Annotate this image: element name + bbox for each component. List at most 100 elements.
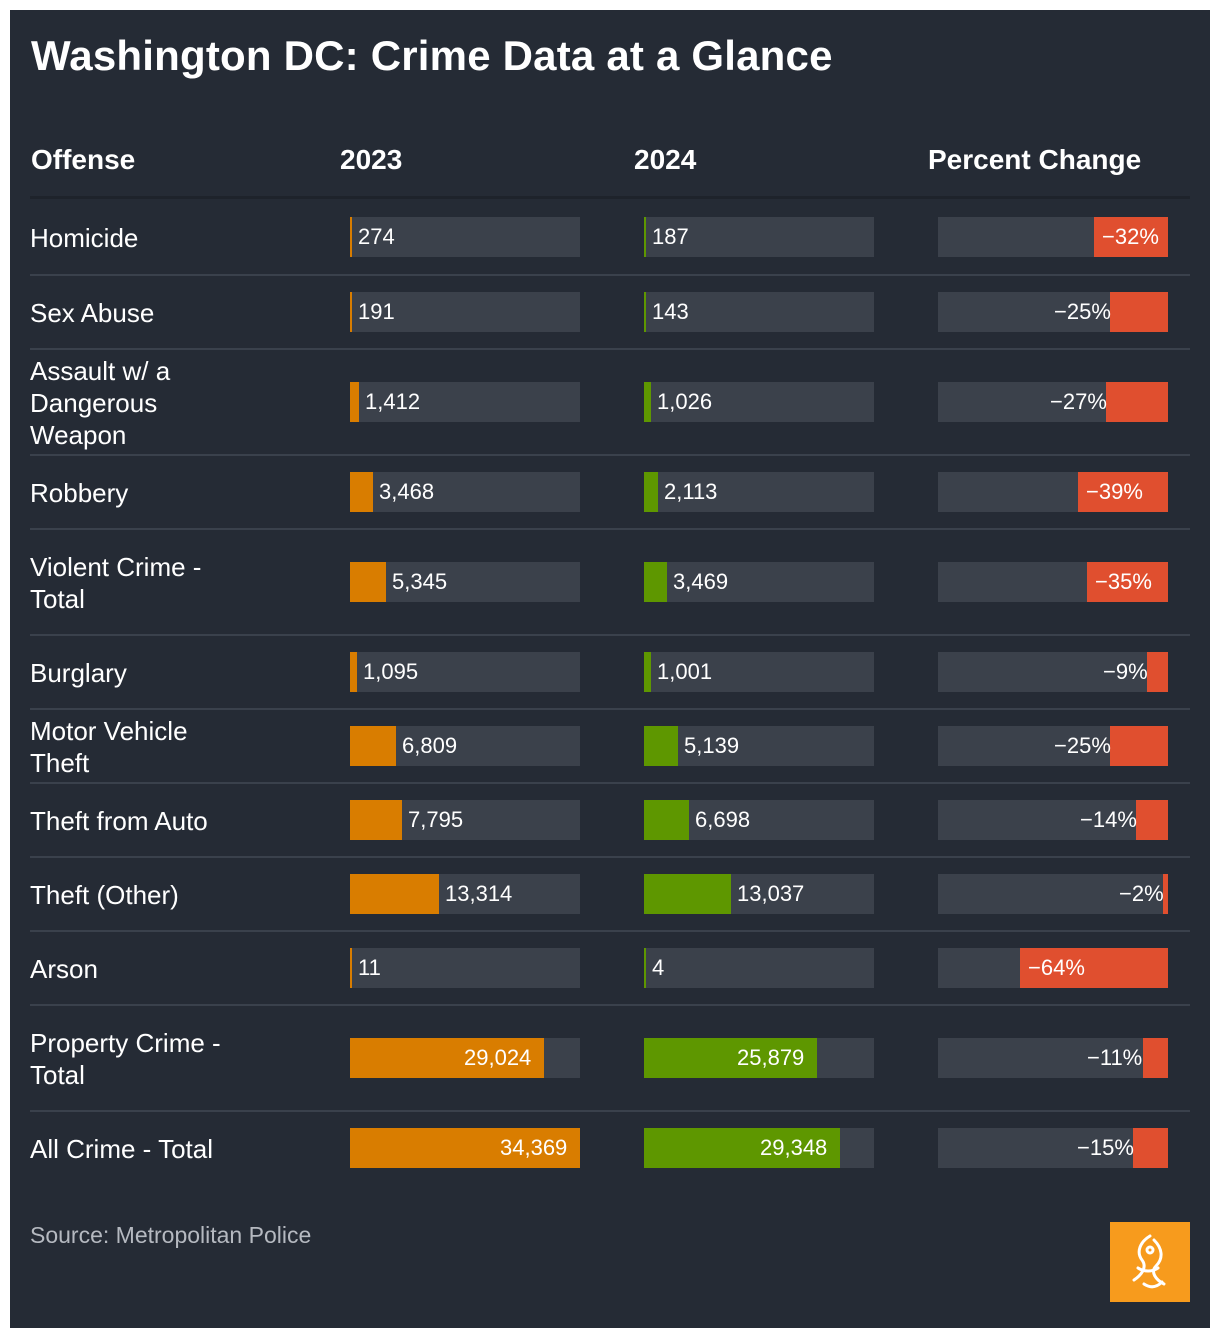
table-row: All Crime - Total 34,369 29,348 −15% xyxy=(30,1112,1190,1186)
bar-2023 xyxy=(350,382,359,422)
bar-track-2024: 143 xyxy=(644,292,874,332)
bar-track-2024: 5,139 xyxy=(644,726,874,766)
row-divider xyxy=(30,1004,1190,1006)
bar-label-2024: 187 xyxy=(652,224,689,249)
bar-2024 xyxy=(644,217,646,257)
offense-label: Motor Vehicle Theft xyxy=(30,716,188,778)
table-row: Violent Crime - Total 5,345 3,469 −35% xyxy=(30,530,1190,636)
offense-label: Arson xyxy=(30,954,98,984)
percent-bar xyxy=(1133,1128,1168,1168)
bar-2024 xyxy=(644,1038,817,1078)
percent-track: −27% xyxy=(938,382,1168,422)
bar-track-2023: 1,412 xyxy=(350,382,580,422)
offense-cell: Violent Crime - Total xyxy=(30,530,330,636)
percent-bar xyxy=(1136,800,1168,840)
bar-label-2024: 1,026 xyxy=(657,389,713,414)
row-divider xyxy=(30,708,1190,710)
offense-label: All Crime - Total xyxy=(30,1134,214,1164)
bar-2024 xyxy=(644,652,651,692)
bar-track-2024: 1,001 xyxy=(644,652,874,692)
bar-label-2024: 13,037 xyxy=(737,881,805,906)
percent-track: −11% xyxy=(938,1038,1168,1078)
percent-label: −9% xyxy=(1103,659,1148,684)
percent-bar xyxy=(1106,382,1168,422)
bar-label-2023: 7,795 xyxy=(408,807,464,832)
percent-track: −35% xyxy=(938,562,1168,602)
bar-2024 xyxy=(644,472,658,512)
bar-label-2023: 274 xyxy=(358,224,395,249)
table-row: Motor Vehicle Theft 6,809 5,139 −25% xyxy=(30,710,1190,784)
chart-title: Washington DC: Crime Data at a Glance xyxy=(31,32,833,79)
header-2024: 2024 xyxy=(634,144,697,175)
bar-label-2024: 2,113 xyxy=(664,479,718,504)
offense-cell: Theft (Other) xyxy=(30,858,330,932)
bar-2023 xyxy=(350,1128,580,1168)
bar-label-2024: 3,469 xyxy=(673,569,729,594)
offense-label: Theft from Auto xyxy=(30,806,208,836)
header-divider xyxy=(30,196,1190,199)
row-divider xyxy=(30,1110,1190,1112)
bar-2023 xyxy=(350,948,352,988)
offense-label: Robbery xyxy=(30,478,129,508)
offense-cell: Homicide xyxy=(30,200,330,276)
offense-label: Homicide xyxy=(30,223,139,253)
bar-track-2023: 34,369 xyxy=(350,1128,580,1168)
offense-cell: Arson xyxy=(30,932,330,1006)
table-row: Theft (Other) 13,314 13,037 −2% xyxy=(30,858,1190,932)
bar-track-2024: 13,037 xyxy=(644,874,874,914)
offense-cell: Robbery xyxy=(30,456,330,530)
bar-2024 xyxy=(644,1128,840,1168)
percent-label: −14% xyxy=(1080,807,1137,832)
percent-bar xyxy=(1078,472,1168,512)
header-offense: Offense xyxy=(31,144,136,175)
row-divider xyxy=(30,528,1190,530)
table-row: Arson 11 4 −64% xyxy=(30,932,1190,1006)
percent-track: −39% xyxy=(938,472,1168,512)
bar-2023 xyxy=(350,874,439,914)
table-row: Homicide 274 187 −32% xyxy=(30,200,1190,276)
bar-label-2023: 191 xyxy=(358,299,395,324)
bar-label-2024: 1,001 xyxy=(657,659,713,684)
bar-label-2023: 6,809 xyxy=(402,733,458,758)
row-divider xyxy=(30,634,1190,636)
offense-label: Violent Crime - Total xyxy=(30,552,202,614)
bar-label-2024: 5,139 xyxy=(684,733,740,758)
bar-track-2024: 2,113 xyxy=(644,472,874,512)
bar-2024 xyxy=(644,948,646,988)
bar-label-2023: 34,369 xyxy=(500,1135,568,1160)
table-row: Burglary 1,095 1,001 −9% xyxy=(30,636,1190,710)
bar-2024 xyxy=(644,874,731,914)
percent-track: −25% xyxy=(938,292,1168,332)
row-divider xyxy=(30,856,1190,858)
bar-2023 xyxy=(350,562,386,602)
bar-track-2024: 4 xyxy=(644,948,874,988)
bar-track-2023: 3,468 xyxy=(350,472,580,512)
bar-label-2023: 5,345 xyxy=(392,569,448,594)
offense-label: Sex Abuse xyxy=(30,298,155,328)
percent-bar xyxy=(1094,217,1168,257)
percent-label: −32% xyxy=(1102,224,1159,249)
bar-2023 xyxy=(350,726,396,766)
bar-2023 xyxy=(350,800,402,840)
percent-track: −9% xyxy=(938,652,1168,692)
bar-2023 xyxy=(350,217,352,257)
bar-label-2023: 3,468 xyxy=(379,479,435,504)
offense-label: Assault w/ a Dangerous Weapon xyxy=(30,356,171,450)
bar-track-2023: 191 xyxy=(350,292,580,332)
percent-label: −35% xyxy=(1095,569,1152,594)
percent-bar xyxy=(1110,726,1168,766)
bar-label-2024: 6,698 xyxy=(695,807,751,832)
bar-label-2024: 29,348 xyxy=(760,1135,828,1160)
row-divider xyxy=(30,782,1190,784)
percent-label: −39% xyxy=(1086,479,1143,504)
bar-2023 xyxy=(350,1038,544,1078)
row-divider xyxy=(30,930,1190,932)
bar-label-2023: 13,314 xyxy=(445,881,513,906)
percent-track: −14% xyxy=(938,800,1168,840)
bar-track-2023: 274 xyxy=(350,217,580,257)
table-row: Robbery 3,468 2,113 −39% xyxy=(30,456,1190,530)
bar-track-2024: 3,469 xyxy=(644,562,874,602)
header-2023: 2023 xyxy=(340,144,403,175)
offense-cell: Property Crime - Total xyxy=(30,1006,330,1112)
bar-label-2024: 143 xyxy=(652,299,689,324)
